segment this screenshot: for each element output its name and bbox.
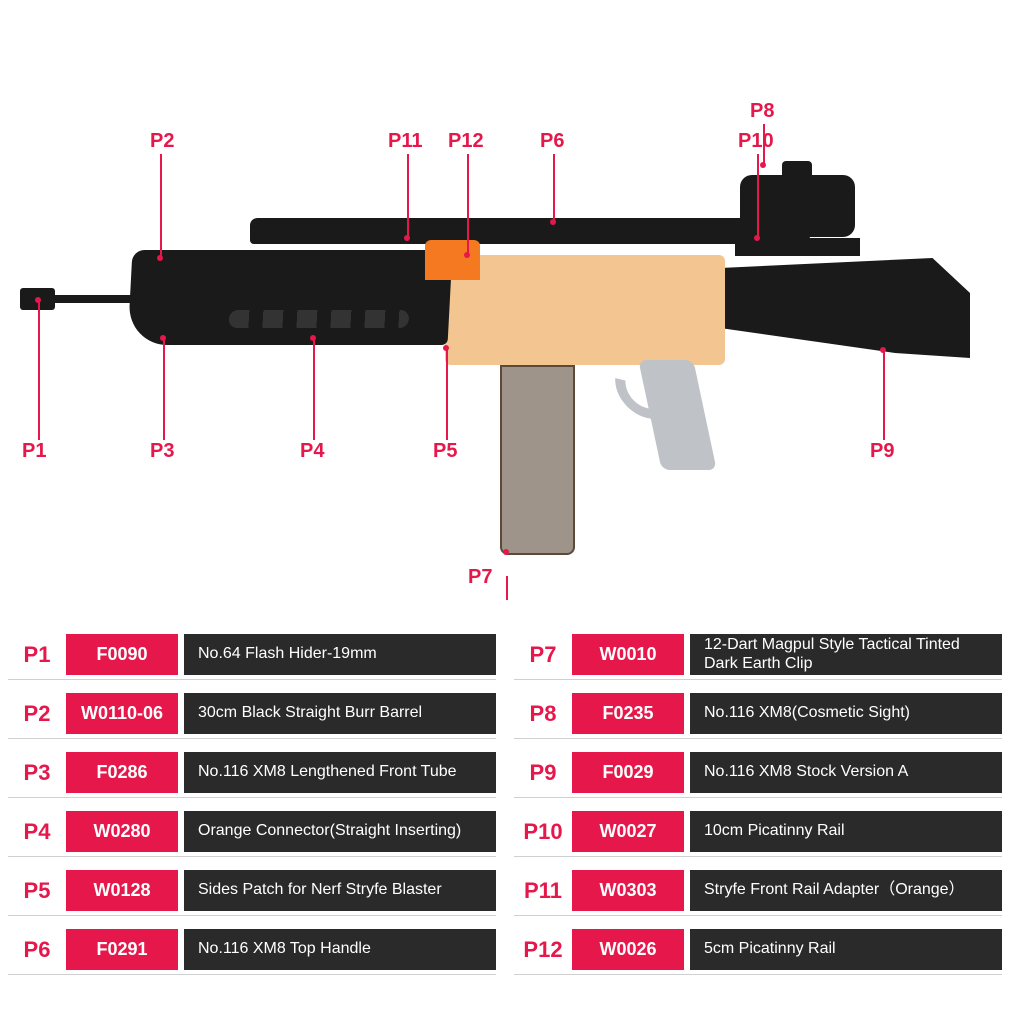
part-sku: W0027 bbox=[572, 811, 684, 852]
part-description: 5cm Picatinny Rail bbox=[690, 929, 1002, 970]
part-magazine bbox=[500, 365, 575, 555]
part-sku: W0110-06 bbox=[66, 693, 178, 734]
part-code: P7 bbox=[514, 630, 572, 679]
parts-row: P4W0280Orange Connector(Straight Inserti… bbox=[8, 807, 496, 857]
part-sku: W0026 bbox=[572, 929, 684, 970]
callout-label-p4: P4 bbox=[300, 440, 324, 463]
diagram-area: P1 P2 P3 P4 P5 P6 P7 P8 P9 P10 P11 P12 bbox=[0, 0, 1010, 620]
part-description: No.116 XM8 Stock Version A bbox=[690, 752, 1002, 793]
part-connector bbox=[425, 240, 480, 280]
part-code: P11 bbox=[514, 866, 572, 915]
callout-label-p9: P9 bbox=[870, 440, 894, 463]
callout-line-p5 bbox=[446, 348, 448, 440]
callout-line-p7 bbox=[506, 576, 508, 600]
parts-row: P11W0303Stryfe Front Rail Adapter（Orange… bbox=[514, 866, 1002, 916]
callout-line-p6 bbox=[553, 154, 555, 222]
callout-label-p10: P10 bbox=[738, 130, 774, 153]
callout-line-p4 bbox=[313, 338, 315, 440]
part-code: P12 bbox=[514, 925, 572, 974]
part-description: 12-Dart Magpul Style Tactical Tinted Dar… bbox=[690, 634, 1002, 675]
parts-column-right: P7W001012-Dart Magpul Style Tactical Tin… bbox=[514, 630, 1002, 975]
callout-line-p12 bbox=[467, 154, 469, 255]
part-sku: W0010 bbox=[572, 634, 684, 675]
parts-row: P5W0128Sides Patch for Nerf Stryfe Blast… bbox=[8, 866, 496, 916]
callout-line-p3 bbox=[163, 338, 165, 440]
parts-row: P12W00265cm Picatinny Rail bbox=[514, 925, 1002, 975]
parts-row: P7W001012-Dart Magpul Style Tactical Tin… bbox=[514, 630, 1002, 680]
part-top-handle bbox=[250, 218, 810, 244]
callout-label-p6: P6 bbox=[540, 130, 564, 153]
part-description: Sides Patch for Nerf Stryfe Blaster bbox=[184, 870, 496, 911]
part-description: No.116 XM8 Lengthened Front Tube bbox=[184, 752, 496, 793]
part-rail bbox=[735, 238, 860, 256]
part-grip bbox=[638, 360, 716, 470]
parts-row: P10W002710cm Picatinny Rail bbox=[514, 807, 1002, 857]
callout-label-p8: P8 bbox=[750, 100, 774, 123]
callout-label-p1: P1 bbox=[22, 440, 46, 463]
callout-line-p1 bbox=[38, 300, 40, 440]
part-sku: W0128 bbox=[66, 870, 178, 911]
parts-row: P1F0090No.64 Flash Hider-19mm bbox=[8, 630, 496, 680]
part-code: P8 bbox=[514, 689, 572, 738]
parts-table: P1F0090No.64 Flash Hider-19mm P2W0110-063… bbox=[8, 630, 1002, 975]
callout-line-p11 bbox=[407, 154, 409, 238]
part-sku: W0280 bbox=[66, 811, 178, 852]
part-sku: F0029 bbox=[572, 752, 684, 793]
part-description: 10cm Picatinny Rail bbox=[690, 811, 1002, 852]
part-code: P1 bbox=[8, 630, 66, 679]
part-front-tube bbox=[128, 250, 453, 345]
part-description: Stryfe Front Rail Adapter（Orange） bbox=[690, 870, 1002, 911]
part-description: Orange Connector(Straight Inserting) bbox=[184, 811, 496, 852]
callout-label-p3: P3 bbox=[150, 440, 174, 463]
part-code: P4 bbox=[8, 807, 66, 856]
part-barrel bbox=[40, 295, 140, 303]
parts-row: P3F0286No.116 XM8 Lengthened Front Tube bbox=[8, 748, 496, 798]
parts-column-left: P1F0090No.64 Flash Hider-19mm P2W0110-063… bbox=[8, 630, 496, 975]
part-sku: F0286 bbox=[66, 752, 178, 793]
callout-label-p11: P11 bbox=[388, 130, 422, 153]
callout-label-p5: P5 bbox=[433, 440, 457, 463]
part-code: P6 bbox=[8, 925, 66, 974]
part-description: No.116 XM8 Top Handle bbox=[184, 929, 496, 970]
part-sku: F0291 bbox=[66, 929, 178, 970]
parts-row: P9F0029No.116 XM8 Stock Version A bbox=[514, 748, 1002, 798]
callout-line-p9 bbox=[883, 350, 885, 440]
part-code: P10 bbox=[514, 807, 572, 856]
part-description: 30cm Black Straight Burr Barrel bbox=[184, 693, 496, 734]
callout-label-p2: P2 bbox=[150, 130, 174, 153]
callout-dot-p7 bbox=[503, 549, 509, 555]
callout-line-p2 bbox=[160, 154, 162, 258]
part-code: P2 bbox=[8, 689, 66, 738]
part-sku: W0303 bbox=[572, 870, 684, 911]
parts-row: P6F0291No.116 XM8 Top Handle bbox=[8, 925, 496, 975]
parts-row: P2W0110-0630cm Black Straight Burr Barre… bbox=[8, 689, 496, 739]
part-body bbox=[445, 255, 725, 365]
part-code: P3 bbox=[8, 748, 66, 797]
part-stock bbox=[720, 258, 970, 358]
part-sku: F0235 bbox=[572, 693, 684, 734]
part-code: P5 bbox=[8, 866, 66, 915]
part-description: No.64 Flash Hider-19mm bbox=[184, 634, 496, 675]
callout-line-p10 bbox=[757, 154, 759, 238]
callout-label-p12: P12 bbox=[448, 130, 484, 153]
part-sku: F0090 bbox=[66, 634, 178, 675]
parts-row: P8F0235No.116 XM8(Cosmetic Sight) bbox=[514, 689, 1002, 739]
part-code: P9 bbox=[514, 748, 572, 797]
part-description: No.116 XM8(Cosmetic Sight) bbox=[690, 693, 1002, 734]
callout-label-p7: P7 bbox=[468, 566, 492, 589]
